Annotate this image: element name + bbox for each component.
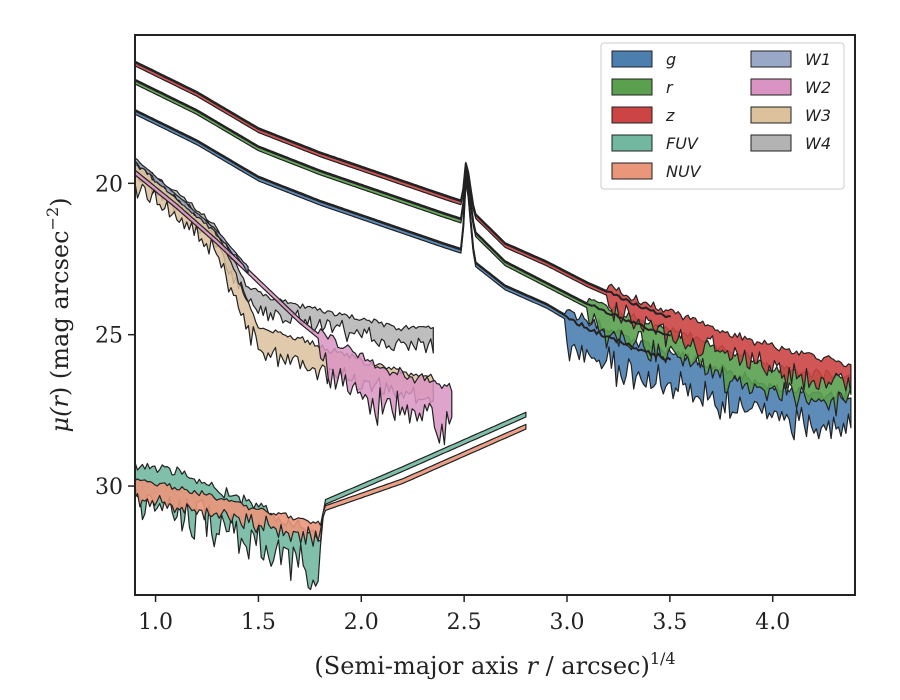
legend-label-nuv: NUV (666, 162, 702, 181)
legend-swatch-w1 (750, 50, 792, 68)
legend-label-w4: W4 (805, 134, 831, 153)
band-g (134, 109, 852, 441)
x-tick-label: 3.5 (652, 610, 687, 635)
profile-median-lines (134, 61, 672, 361)
median-g (134, 109, 672, 361)
legend-label-w1: W1 (805, 50, 831, 69)
x-tick-label: 1.5 (241, 610, 276, 635)
band-z (134, 60, 852, 395)
x-axis-ticks: 1.0 1.5 2.0 2.5 3.0 3.5 4.0 (138, 595, 790, 635)
legend-label-fuv: FUV (666, 134, 699, 153)
band-fuv (134, 411, 527, 591)
legend-swatch-g (611, 50, 653, 68)
x-tick-label: 2.0 (344, 610, 379, 635)
y-axis-ticks: 20 25 30 (95, 172, 135, 500)
legend-label-w3: W3 (805, 106, 831, 125)
legend-swatch-w2 (750, 78, 792, 96)
plot-frame (134, 34, 856, 596)
y-axis-label: μ(r) (mag arcsec−2) (43, 197, 74, 432)
legend-swatch-z (611, 106, 653, 124)
legend-swatch-nuv (611, 162, 653, 180)
x-axis-label: (Semi-major axis r / arcsec)1/4 (314, 649, 675, 680)
legend: grz FUV NUV W1 W2 W3 W4 (600, 42, 845, 190)
legend-label-r: r (666, 78, 674, 97)
y-tick-label: 20 (95, 172, 123, 197)
legend-label-g: g (666, 50, 676, 69)
band-nuv (134, 423, 527, 547)
legend-swatch-w3 (750, 106, 792, 124)
x-tick-label: 1.0 (138, 610, 173, 635)
median-r (134, 79, 672, 337)
x-tick-label: 3.0 (550, 610, 585, 635)
legend-label-z: z (665, 106, 675, 125)
y-tick-label: 25 (95, 324, 123, 349)
legend-swatch-w4 (750, 134, 792, 152)
x-tick-label: 2.5 (447, 610, 482, 635)
profile-bands (134, 60, 852, 591)
median-z (134, 61, 671, 319)
band-w1 (134, 157, 249, 274)
y-tick-label: 30 (95, 475, 123, 500)
legend-swatch-fuv (611, 134, 653, 152)
legend-label-w2: W2 (805, 78, 831, 97)
legend-swatch-r (611, 78, 653, 96)
x-tick-label: 4.0 (755, 610, 790, 635)
